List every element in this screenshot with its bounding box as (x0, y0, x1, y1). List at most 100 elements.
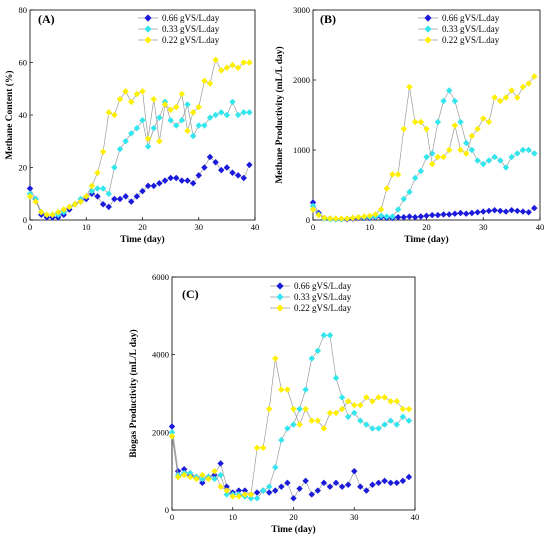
data-point (105, 190, 112, 197)
data-point (502, 94, 510, 101)
data-point (381, 477, 388, 485)
data-point (497, 97, 504, 105)
data-point (363, 421, 370, 428)
data-point (338, 483, 346, 490)
data-point (223, 111, 231, 119)
data-point (272, 487, 279, 494)
data-point (212, 111, 219, 119)
data-point (150, 182, 157, 190)
legend-entry: 0.33 gVS/L.day (442, 24, 500, 34)
data-point (434, 211, 442, 219)
data-point (94, 193, 101, 200)
y-tick-label: 6000 (152, 272, 169, 282)
data-point (502, 208, 510, 215)
data-point (308, 491, 315, 498)
x-axis-label: Time (day) (271, 524, 315, 535)
data-point (519, 146, 527, 154)
data-point (497, 157, 504, 164)
data-point (201, 122, 208, 129)
data-point (363, 394, 370, 401)
data-point (375, 425, 382, 432)
data-point (302, 405, 309, 413)
y-axis-label: Biogas Productivity (mL/L day) (128, 329, 139, 457)
data-point (246, 109, 253, 116)
data-point (206, 153, 214, 161)
data-point (247, 491, 255, 498)
data-point (314, 347, 321, 354)
data-point (43, 211, 51, 218)
data-point (344, 398, 352, 405)
y-axis-label: Methane Productivity (mL/L day) (274, 46, 285, 183)
data-point (405, 473, 413, 481)
data-point (389, 171, 396, 178)
data-point (309, 199, 317, 206)
data-point (189, 180, 197, 187)
x-tick-label: 30 (479, 222, 488, 232)
data-point (235, 487, 243, 494)
data-point (111, 111, 118, 119)
x-tick-label: 0 (28, 222, 32, 232)
data-point (411, 174, 419, 182)
data-point (423, 153, 430, 161)
data-point (485, 207, 493, 215)
data-point (485, 157, 493, 164)
legend-marker (144, 14, 152, 22)
data-point (184, 101, 191, 108)
data-point (474, 157, 481, 164)
data-point (199, 479, 206, 487)
data-point (320, 425, 328, 432)
legend-entry: 0.66 gVS/L.day (162, 13, 220, 23)
data-point (463, 150, 470, 157)
data-point (394, 214, 402, 221)
data-point (199, 471, 206, 479)
legend-entry: 0.22 gVS/L.day (162, 35, 220, 45)
data-point (369, 481, 376, 488)
legend-marker (424, 25, 432, 33)
data-point (326, 215, 334, 222)
data-point (128, 98, 135, 106)
data-point (296, 485, 303, 492)
data-point (60, 206, 67, 213)
data-point (423, 212, 430, 219)
data-point (187, 469, 194, 477)
chart-panel-2: 0 10 20 30 40 0 2000 4000 6000 Time (day) Biogas P… (128, 272, 419, 535)
data-point (105, 203, 112, 211)
data-point (302, 477, 309, 485)
data-point (139, 117, 146, 124)
data-point (71, 201, 79, 208)
data-point (180, 471, 188, 479)
data-point (133, 124, 141, 132)
data-point (296, 405, 303, 413)
data-point (519, 208, 527, 215)
data-point (290, 421, 297, 428)
data-point (173, 103, 180, 111)
data-point (514, 150, 521, 157)
data-point (508, 87, 515, 94)
data-point (205, 475, 212, 483)
data-point (514, 94, 521, 101)
data-point (99, 201, 107, 208)
data-point (440, 211, 447, 218)
data-point (332, 215, 339, 222)
data-point (241, 491, 249, 498)
data-point (375, 394, 382, 401)
data-point (211, 467, 218, 475)
series-line (312, 89, 535, 220)
series-line (171, 334, 410, 499)
data-point (519, 83, 527, 91)
data-point (178, 117, 186, 124)
series-1 (26, 98, 253, 218)
chart-panel-1: 0 10 20 30 40 0 1000 2000 3000 Time (day) Methane … (274, 5, 544, 245)
data-point (217, 471, 224, 479)
series-2 (168, 355, 413, 500)
data-point (193, 475, 200, 483)
data-point (302, 386, 309, 393)
data-point (525, 80, 532, 87)
data-point (259, 444, 267, 452)
x-tick-label: 30 (195, 222, 204, 232)
data-point (400, 214, 407, 221)
panel-label: (C) (182, 287, 199, 301)
data-point (308, 417, 315, 424)
legend-marker (144, 36, 152, 44)
